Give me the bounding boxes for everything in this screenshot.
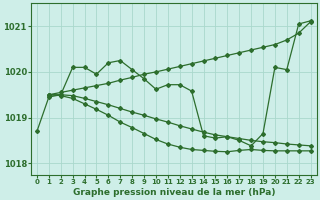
X-axis label: Graphe pression niveau de la mer (hPa): Graphe pression niveau de la mer (hPa) xyxy=(73,188,275,197)
